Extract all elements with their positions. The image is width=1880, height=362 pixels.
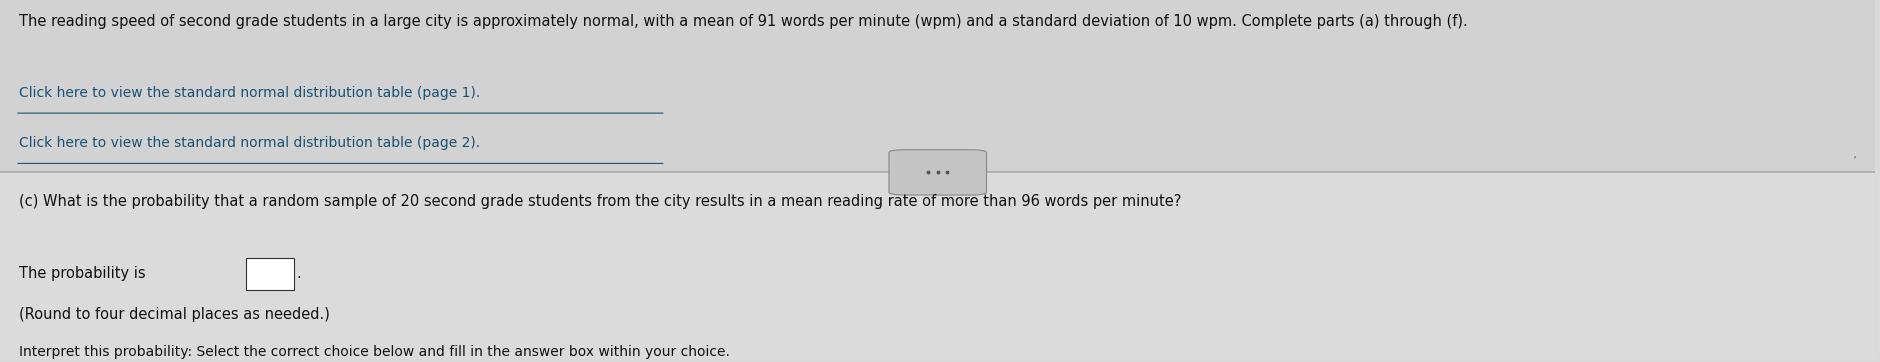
Text: .: . — [297, 266, 301, 281]
Text: The probability is: The probability is — [19, 266, 145, 281]
Text: (Round to four decimal places as needed.): (Round to four decimal places as needed.… — [19, 307, 329, 322]
FancyBboxPatch shape — [246, 258, 295, 290]
Text: The reading speed of second grade students in a large city is approximately norm: The reading speed of second grade studen… — [19, 14, 1466, 29]
FancyBboxPatch shape — [0, 172, 1874, 359]
Text: Interpret this probability: Select the correct choice below and fill in the answ: Interpret this probability: Select the c… — [19, 345, 729, 359]
Text: Click here to view the standard normal distribution table (page 2).: Click here to view the standard normal d… — [19, 136, 479, 151]
FancyBboxPatch shape — [889, 150, 985, 195]
Text: Click here to view the standard normal distribution table (page 1).: Click here to view the standard normal d… — [19, 86, 479, 100]
Text: (c) What is the probability that a random sample of 20 second grade students fro: (c) What is the probability that a rando… — [19, 194, 1181, 209]
Text: ’: ’ — [1852, 155, 1856, 168]
FancyBboxPatch shape — [0, 0, 1874, 172]
